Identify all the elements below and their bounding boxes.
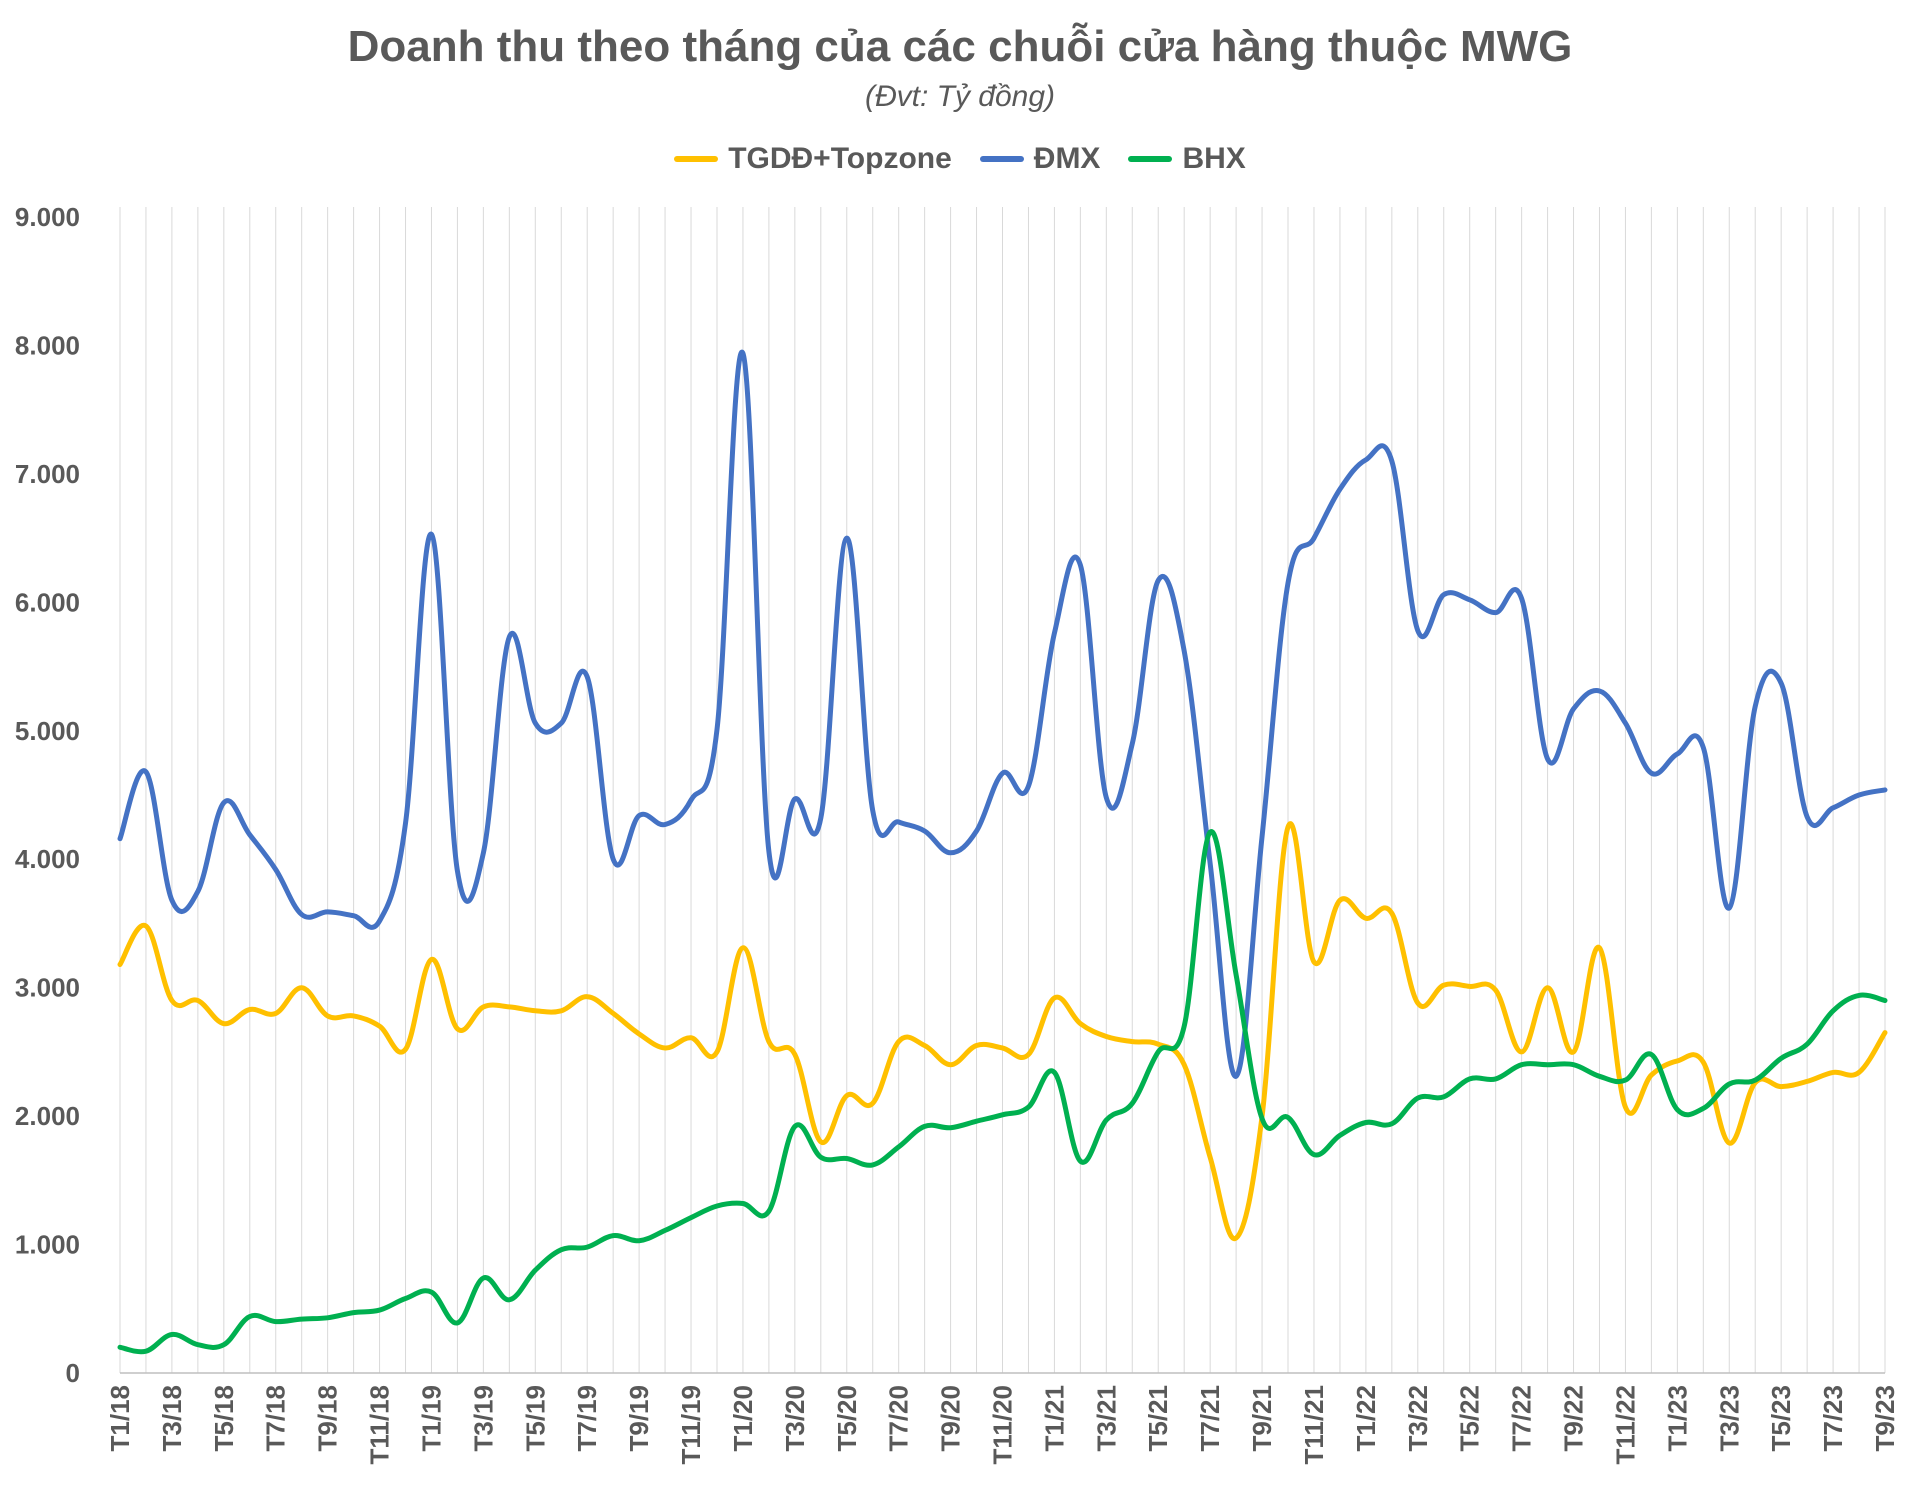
x-tick-label: T1/18 [105,1385,135,1452]
y-tick-label: 4.000 [15,844,80,874]
x-tick-label: T7/23 [1818,1385,1848,1452]
y-tick-label: 0 [66,1358,80,1388]
y-tick-label: 6.000 [15,587,80,617]
x-tick-label: T11/22 [1610,1385,1640,1465]
x-tick-label: T5/22 [1455,1385,1485,1452]
x-tick-label: T3/21 [1091,1385,1121,1452]
legend: TGDĐ+Topzone ĐMX BHX [0,142,1920,176]
x-tick-label: T7/20 [884,1385,914,1452]
axis-layer: 0 1.000 2.000 3.000 4.000 5.000 6.000 7.000 8.00… [15,202,1900,1465]
y-tick-label: 5.000 [15,716,80,746]
series-line-tgdd-topzone [117,821,1888,1242]
legend-item-tgdd: TGDĐ+Topzone [674,142,952,176]
x-tick-label: T3/19 [468,1385,498,1452]
y-tick-label: 9.000 [15,202,80,232]
legend-item-bhx: BHX [1128,142,1246,176]
legend-item-dmx: ĐMX [979,142,1101,176]
legend-label-bhx: BHX [1182,142,1246,175]
x-tick-label: T5/20 [832,1385,862,1452]
x-tick-label: T7/21 [1195,1385,1225,1452]
grid-layer [119,207,1886,1373]
x-tick-label: T1/21 [1039,1385,1069,1452]
series-line-dmx [117,349,1888,1079]
x-tick-label: T3/18 [157,1385,187,1452]
x-tick-label: T11/21 [1299,1385,1329,1465]
x-tick-label: T3/22 [1403,1385,1433,1452]
legend-label-tgdd: TGDĐ+Topzone [728,142,952,175]
x-tick-label: T1/23 [1662,1385,1692,1452]
x-tick-label: T9/23 [1870,1385,1900,1452]
x-tick-label: T7/18 [261,1385,291,1452]
y-tick-label: 1.000 [15,1230,80,1260]
y-tick-label: 7.000 [15,459,80,489]
x-tick-label: T5/23 [1766,1385,1796,1452]
chart-title: Doanh thu theo tháng của các chuỗi cửa h… [347,22,1573,71]
x-tick-label: T11/19 [676,1385,706,1465]
x-tick-label: T1/19 [416,1385,446,1452]
x-tick-label: T3/23 [1714,1385,1744,1452]
x-tick-label: T5/19 [520,1385,550,1452]
y-tick-label: 8.000 [15,330,80,360]
y-tick-label: 3.000 [15,973,80,1003]
x-tick-label: T1/22 [1351,1385,1381,1452]
series-layer [117,349,1888,1355]
x-tick-label: T9/19 [624,1385,654,1452]
x-tick-label: T9/18 [313,1385,343,1452]
x-tick-label: T9/22 [1559,1385,1589,1452]
x-tick-label: T5/21 [1143,1385,1173,1452]
x-tick-label: T5/18 [209,1385,239,1452]
x-tick-label: T9/20 [936,1385,966,1452]
chart-subtitle: (Đvt: Tỷ đồng) [864,80,1056,113]
x-tick-label: T9/21 [1247,1385,1277,1452]
x-tick-label: T3/20 [780,1385,810,1452]
series-line-bhx [117,829,1888,1355]
x-tick-label: T1/20 [728,1385,758,1452]
x-tick-label: T11/20 [988,1385,1018,1465]
legend-swatch-tgdd [674,156,719,162]
legend-label-dmx: ĐMX [1033,142,1101,175]
legend-swatch-bhx [1128,156,1173,162]
y-tick-label: 2.000 [15,1101,80,1131]
x-tick-label: T7/22 [1507,1385,1537,1452]
legend-swatch-dmx [979,156,1024,162]
x-tick-label: T7/19 [572,1385,602,1452]
x-tick-label: T11/18 [365,1385,395,1465]
